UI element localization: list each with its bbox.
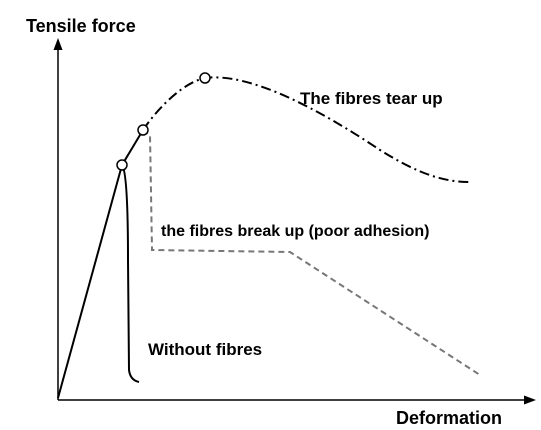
break-up-curve [142,129,481,376]
y-axis-label: Tensile force [26,16,136,36]
point [137,124,149,136]
x-axis-label: Deformation [396,408,502,428]
point [199,72,211,84]
tear-up-curve [142,76,471,183]
curve-label: the fibres break up (poor adhesion) [161,223,429,240]
point [116,159,128,171]
curve-label: The fibres tear up [300,89,443,108]
shared-segment [121,129,144,166]
without-fibres-curve [57,162,140,399]
curve-label: Without fibres [148,340,262,359]
